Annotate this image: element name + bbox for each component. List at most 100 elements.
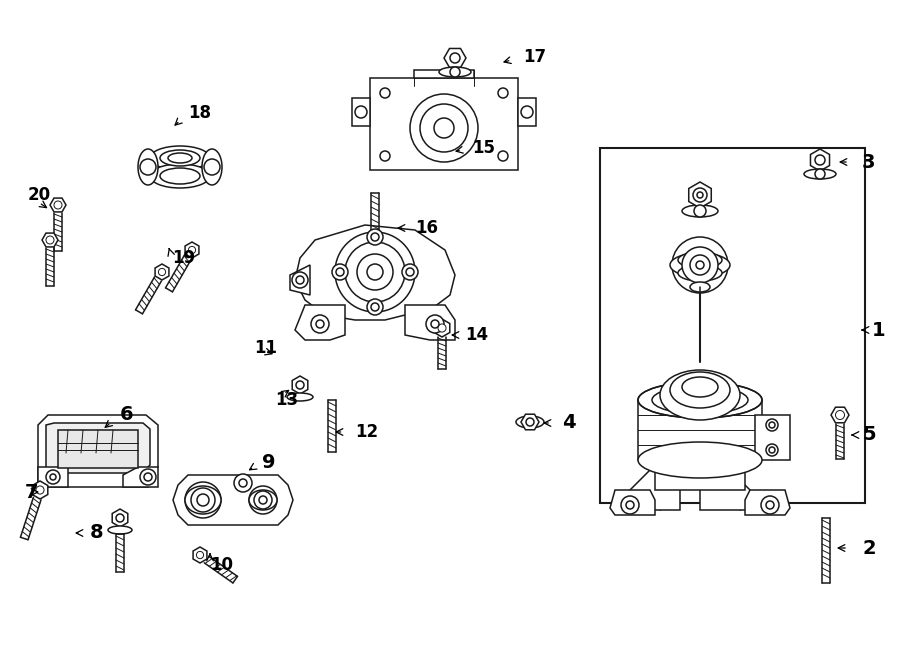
Circle shape <box>693 188 707 202</box>
Circle shape <box>380 88 390 98</box>
Circle shape <box>769 422 775 428</box>
Circle shape <box>254 491 272 509</box>
Polygon shape <box>295 305 345 340</box>
Circle shape <box>36 486 44 494</box>
Circle shape <box>191 488 215 512</box>
Circle shape <box>46 470 60 484</box>
Polygon shape <box>38 467 68 487</box>
Ellipse shape <box>678 394 722 406</box>
Circle shape <box>197 494 209 506</box>
Ellipse shape <box>168 153 192 163</box>
Circle shape <box>140 469 156 485</box>
Text: 12: 12 <box>355 423 378 441</box>
Polygon shape <box>745 490 790 515</box>
Text: 9: 9 <box>262 453 275 471</box>
Ellipse shape <box>672 237 728 293</box>
Text: 4: 4 <box>562 414 576 432</box>
Ellipse shape <box>160 150 200 166</box>
Circle shape <box>402 264 418 280</box>
Text: 18: 18 <box>188 104 211 122</box>
Circle shape <box>54 201 62 209</box>
Circle shape <box>380 151 390 161</box>
Circle shape <box>410 94 478 162</box>
Polygon shape <box>46 423 150 473</box>
Circle shape <box>438 324 446 332</box>
Ellipse shape <box>804 169 836 179</box>
Ellipse shape <box>682 377 718 397</box>
Circle shape <box>239 479 247 487</box>
Ellipse shape <box>652 386 748 414</box>
Circle shape <box>690 255 710 275</box>
Circle shape <box>357 254 393 290</box>
Polygon shape <box>630 460 680 510</box>
Circle shape <box>249 486 277 514</box>
Circle shape <box>116 514 124 522</box>
Ellipse shape <box>678 265 722 281</box>
Circle shape <box>311 315 329 333</box>
Polygon shape <box>50 198 66 212</box>
Circle shape <box>450 53 460 63</box>
Text: 14: 14 <box>465 326 488 344</box>
Polygon shape <box>700 460 750 510</box>
Text: 11: 11 <box>254 339 277 357</box>
Circle shape <box>526 418 534 426</box>
Ellipse shape <box>202 149 222 185</box>
Text: 1: 1 <box>872 321 886 340</box>
Circle shape <box>259 496 267 504</box>
Ellipse shape <box>138 149 158 185</box>
Bar <box>352 98 370 126</box>
Ellipse shape <box>660 370 740 420</box>
Polygon shape <box>755 415 790 460</box>
Circle shape <box>521 106 533 118</box>
Circle shape <box>835 410 844 420</box>
Ellipse shape <box>516 416 544 428</box>
Circle shape <box>185 482 221 518</box>
Bar <box>58 430 138 468</box>
Circle shape <box>815 155 825 165</box>
Text: 6: 6 <box>120 405 133 424</box>
Circle shape <box>345 242 405 302</box>
Circle shape <box>196 551 203 559</box>
Circle shape <box>761 496 779 514</box>
Circle shape <box>234 474 252 492</box>
Circle shape <box>766 444 778 456</box>
Polygon shape <box>688 182 711 208</box>
Ellipse shape <box>160 168 200 184</box>
Circle shape <box>769 447 775 453</box>
Ellipse shape <box>150 164 210 188</box>
Polygon shape <box>185 242 199 258</box>
Ellipse shape <box>108 526 132 534</box>
Polygon shape <box>831 407 849 423</box>
Polygon shape <box>444 48 466 67</box>
Ellipse shape <box>665 390 735 410</box>
Text: 20: 20 <box>28 186 51 204</box>
Circle shape <box>296 381 304 389</box>
Ellipse shape <box>678 252 722 268</box>
Circle shape <box>450 67 460 77</box>
Polygon shape <box>811 149 830 171</box>
Ellipse shape <box>670 372 730 408</box>
Circle shape <box>498 88 508 98</box>
Bar <box>370 78 518 170</box>
Text: 19: 19 <box>172 249 195 267</box>
Text: 2: 2 <box>862 539 876 557</box>
Circle shape <box>335 232 415 312</box>
Circle shape <box>367 299 383 315</box>
Circle shape <box>188 247 195 254</box>
Ellipse shape <box>287 393 313 401</box>
Polygon shape <box>32 481 48 499</box>
Circle shape <box>292 272 308 288</box>
Ellipse shape <box>439 67 471 77</box>
Ellipse shape <box>682 205 718 217</box>
Text: 15: 15 <box>472 139 495 157</box>
Text: 8: 8 <box>90 524 104 543</box>
Circle shape <box>367 264 383 280</box>
Circle shape <box>498 151 508 161</box>
Circle shape <box>46 236 54 244</box>
Circle shape <box>204 159 220 175</box>
Polygon shape <box>405 305 455 340</box>
Circle shape <box>332 264 348 280</box>
Ellipse shape <box>670 253 730 277</box>
Ellipse shape <box>690 282 710 292</box>
Circle shape <box>621 496 639 514</box>
